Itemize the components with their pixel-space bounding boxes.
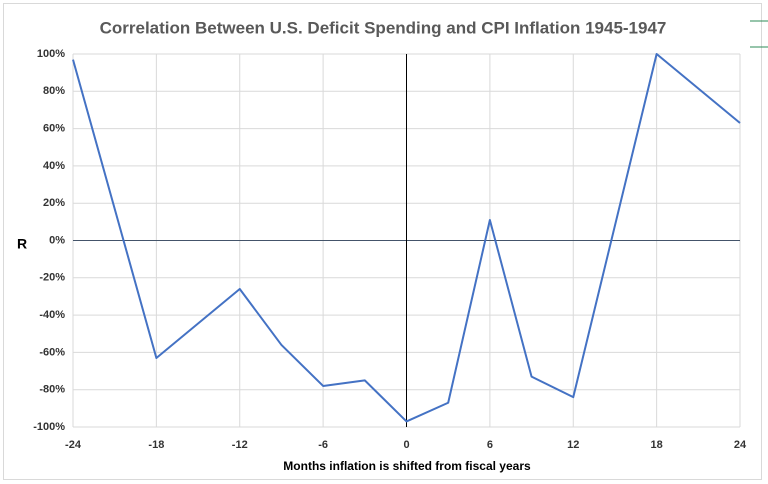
x-tick-label: 6 [487, 439, 493, 451]
x-tick-label: 24 [734, 439, 747, 451]
y-tick-label: -40% [39, 309, 65, 321]
x-tick-label: -6 [318, 439, 328, 451]
y-tick-label: 40% [43, 160, 65, 172]
x-tick-label: 0 [403, 439, 409, 451]
x-axis-title: Months inflation is shifted from fiscal … [283, 459, 531, 473]
y-axis-title: R [17, 236, 27, 252]
y-tick-label: 100% [37, 48, 65, 60]
x-tick-label: 12 [567, 439, 579, 451]
x-tick-label: -24 [65, 439, 82, 451]
chart-border [3, 3, 762, 480]
y-tick-label: -100% [33, 421, 65, 433]
y-tick-label: -20% [39, 272, 65, 284]
y-tick-label: 0% [49, 234, 65, 246]
y-tick-label: 60% [43, 123, 65, 135]
chart-title: Correlation Between U.S. Deficit Spendin… [100, 18, 667, 37]
y-tick-label: 80% [43, 85, 65, 97]
y-tick-label: -80% [39, 384, 65, 396]
data-line [72, 53, 741, 423]
y-tick-label: 20% [43, 197, 65, 209]
x-tick-label: 18 [651, 439, 663, 451]
y-tick-label: -60% [39, 346, 65, 358]
x-tick-label: -18 [148, 439, 164, 451]
x-tick-label: -12 [232, 439, 248, 451]
